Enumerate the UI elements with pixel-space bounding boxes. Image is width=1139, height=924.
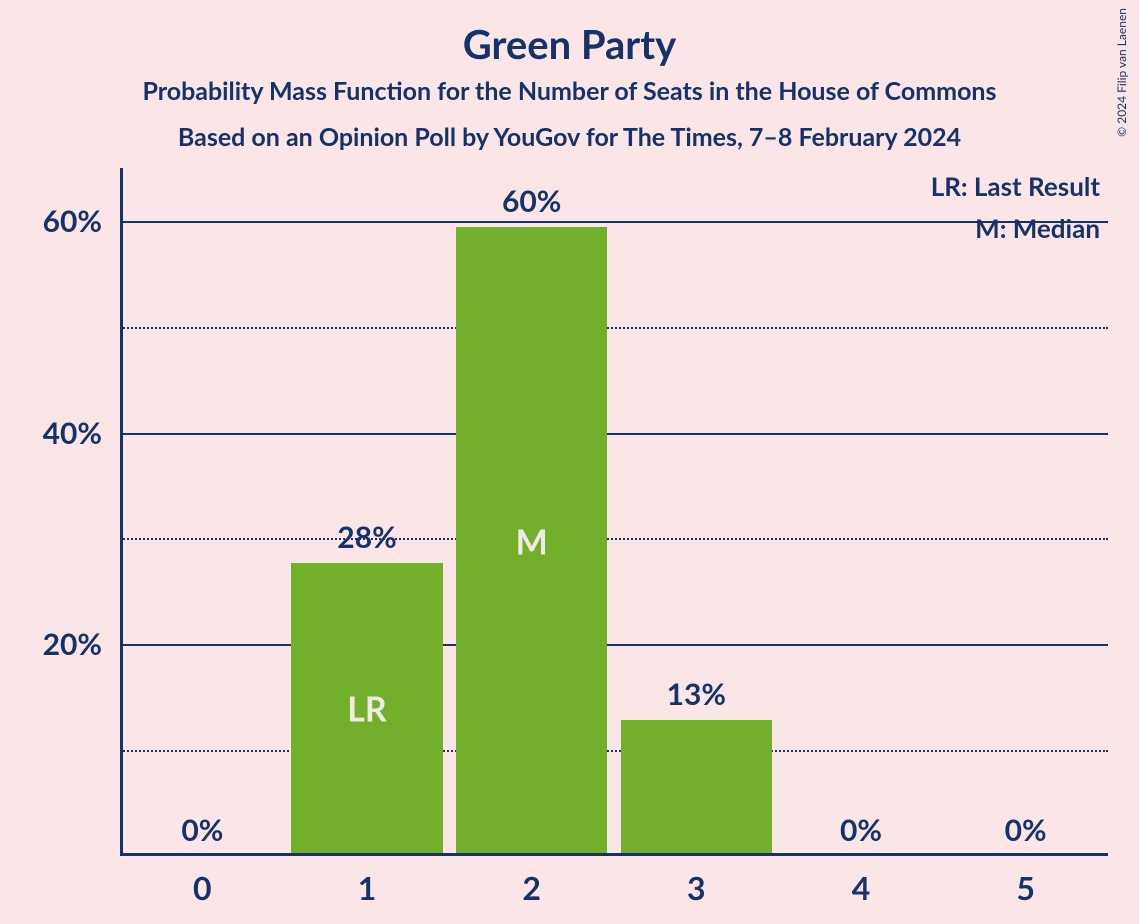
gridline-major bbox=[120, 433, 1108, 435]
y-tick-label: 40% bbox=[0, 415, 102, 451]
x-tick-label: 4 bbox=[852, 868, 871, 907]
gridline-minor bbox=[120, 327, 1108, 329]
legend-entry: LR: Last Result bbox=[931, 170, 1100, 202]
x-tick-label: 2 bbox=[522, 868, 541, 907]
chart-title: Green Party bbox=[0, 20, 1139, 68]
bar-value-label: 0% bbox=[840, 812, 882, 848]
chart-container: © 2024 Filip van Laenen Green Party Prob… bbox=[0, 0, 1139, 924]
x-tick-label: 5 bbox=[1016, 868, 1035, 907]
chart-subtitle-1: Probability Mass Function for the Number… bbox=[0, 76, 1139, 106]
gridline-major bbox=[120, 644, 1108, 646]
gridline-minor bbox=[120, 538, 1108, 540]
y-tick-label: 60% bbox=[0, 203, 102, 239]
x-tick-label: 1 bbox=[358, 868, 377, 907]
y-tick-label: 20% bbox=[0, 626, 102, 662]
gridline-major bbox=[120, 221, 1108, 223]
x-axis bbox=[120, 853, 1108, 856]
x-tick-label: 0 bbox=[193, 868, 212, 907]
chart-subtitle-2: Based on an Opinion Poll by YouGov for T… bbox=[0, 122, 1139, 152]
bar-value-label: 0% bbox=[181, 812, 223, 848]
gridline-minor bbox=[120, 750, 1108, 752]
bar-inner-label: LR bbox=[347, 689, 387, 730]
bar-inner-label: M bbox=[516, 521, 548, 562]
x-tick-label: 3 bbox=[687, 868, 706, 907]
bar-value-label: 13% bbox=[667, 676, 726, 712]
plot-area: 0% LR 28% M 60% 13% 0% 0% LR: Last Result M: Medi… bbox=[120, 168, 1108, 856]
bar-value-label: 0% bbox=[1005, 812, 1047, 848]
y-axis bbox=[120, 168, 123, 856]
legend-entry: M: Median bbox=[975, 212, 1100, 244]
bar-value-label: 60% bbox=[502, 183, 561, 219]
bar bbox=[621, 720, 772, 856]
bar-value-label: 28% bbox=[337, 519, 396, 555]
